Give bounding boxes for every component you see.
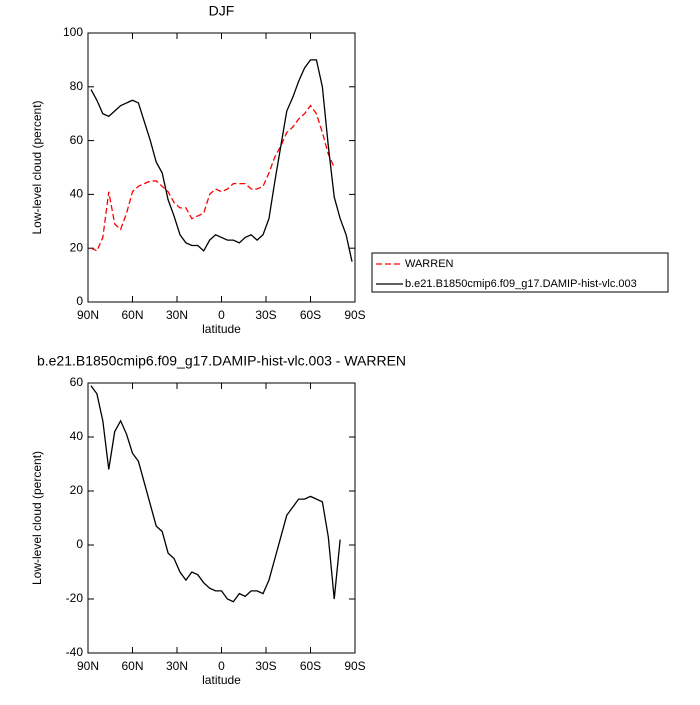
x-axis-label: latitude xyxy=(202,322,241,336)
x-tick-label: 60S xyxy=(300,308,321,322)
x-tick-label: 90S xyxy=(344,659,365,673)
x-tick-label: 60N xyxy=(121,308,143,322)
x-tick-label: 90N xyxy=(77,308,99,322)
x-tick-label: 90S xyxy=(344,308,365,322)
y-axis-label: Low-level cloud (percent) xyxy=(30,451,44,585)
legend-box xyxy=(371,252,669,293)
y-tick-label: 20 xyxy=(70,240,84,254)
x-tick-label: 30N xyxy=(166,308,188,322)
legend-label: WARREN xyxy=(405,258,454,270)
x-tick-label: 0 xyxy=(218,659,225,673)
chart-title: b.e21.B1850cmip6.f09_g17.DAMIP-hist-vlc.… xyxy=(37,353,406,369)
y-tick-label: 0 xyxy=(76,537,83,551)
x-tick-label: 0 xyxy=(218,308,225,322)
y-tick-label: -40 xyxy=(66,645,84,659)
x-axis-label: latitude xyxy=(202,673,241,687)
x-tick-label: 60N xyxy=(121,659,143,673)
plot-frame xyxy=(87,382,356,654)
y-tick-label: 60 xyxy=(70,133,84,147)
chart-title: DJF xyxy=(209,3,235,19)
x-tick-label: 30S xyxy=(255,659,276,673)
y-tick-label: 20 xyxy=(70,483,84,497)
y-tick-label: 0 xyxy=(76,294,83,308)
x-tick-label: 30S xyxy=(255,308,276,322)
series-line xyxy=(90,59,353,262)
x-tick-label: 90N xyxy=(77,659,99,673)
x-tick-label: 60S xyxy=(300,659,321,673)
y-tick-label: 40 xyxy=(70,429,84,443)
data-line xyxy=(90,385,341,603)
y-tick-label: 40 xyxy=(70,187,84,201)
plot-frame xyxy=(87,32,356,303)
legend-label: b.e21.B1850cmip6.f09_g17.DAMIP-hist-vlc.… xyxy=(405,278,637,290)
x-tick-label: 30N xyxy=(166,659,188,673)
y-tick-label: -20 xyxy=(66,591,84,605)
y-tick-label: 80 xyxy=(70,79,84,93)
series-line xyxy=(90,104,335,252)
y-tick-label: 100 xyxy=(63,25,83,39)
y-axis-label: Low-level cloud (percent) xyxy=(30,100,44,234)
y-tick-label: 60 xyxy=(70,375,84,389)
